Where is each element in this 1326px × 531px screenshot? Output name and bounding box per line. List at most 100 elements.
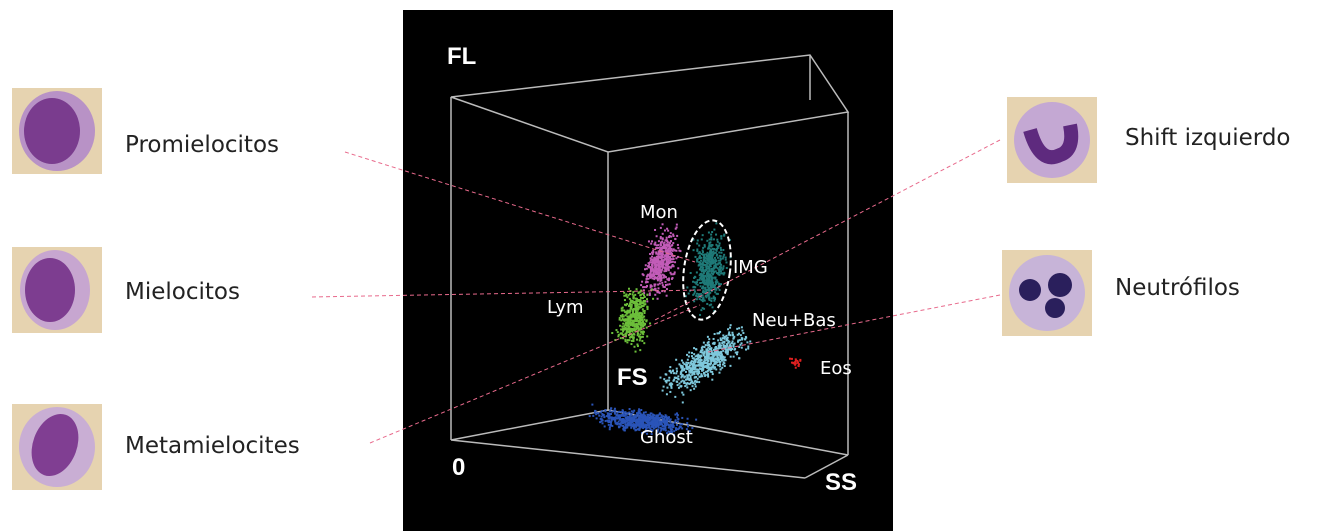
- scatter-dot: [675, 412, 678, 415]
- scatter-dot: [702, 361, 705, 364]
- scatter-dot: [655, 244, 658, 247]
- scatter-dot: [664, 380, 667, 383]
- scatter-dot: [684, 295, 687, 298]
- scatter-dot: [625, 321, 628, 324]
- scatter-dot: [654, 421, 657, 424]
- scatter-dot: [618, 422, 621, 425]
- scatter-dot: [688, 370, 691, 373]
- scatter-dot: [656, 271, 659, 274]
- scatter-dot: [670, 273, 673, 276]
- scatter-dot: [669, 420, 672, 423]
- scatter-dot: [666, 278, 669, 281]
- scatter-dot: [663, 425, 666, 428]
- scatter-dot: [666, 283, 669, 286]
- scatter-dot: [664, 429, 667, 432]
- scatter-dot: [637, 414, 640, 417]
- scatter-dot: [621, 325, 624, 328]
- scatter-dot: [699, 294, 702, 297]
- scatter-dot: [622, 337, 625, 340]
- scatter-dot: [634, 424, 637, 427]
- scatter-dot: [687, 424, 690, 427]
- scatter-dot: [719, 368, 722, 371]
- scatter-dot: [639, 414, 642, 417]
- scatter-dot: [679, 371, 682, 374]
- scatter-dot: [682, 393, 685, 396]
- scatter-dot: [641, 324, 644, 327]
- scatter-dot: [639, 333, 642, 336]
- scatter-dot: [656, 279, 659, 282]
- scatter-dot: [699, 356, 702, 359]
- scatter-dot: [694, 290, 697, 293]
- scatter-dot: [667, 416, 670, 419]
- scatter-dot: [642, 299, 645, 302]
- scatter-dot: [703, 358, 706, 361]
- scatter-dot: [660, 259, 663, 262]
- scatter-dot: [646, 429, 649, 432]
- scatter-dot: [600, 420, 603, 423]
- scatter-dot: [714, 350, 717, 353]
- scatter-dot: [721, 342, 724, 345]
- scatter-dot: [624, 314, 627, 317]
- scatter-dot: [720, 350, 723, 353]
- scatter-dot: [713, 252, 716, 255]
- scatter-dot: [643, 268, 646, 271]
- scatter-dot: [707, 294, 710, 297]
- scatter-dot: [666, 423, 669, 426]
- scatter-dot: [658, 413, 661, 416]
- scatter-dot: [632, 321, 635, 324]
- scatter-dot: [628, 332, 631, 335]
- scatter-dot: [637, 423, 640, 426]
- scatter-dot: [731, 331, 734, 334]
- scatter-dot: [647, 240, 650, 243]
- scatter-dot: [719, 337, 722, 340]
- scatter-dot: [657, 272, 660, 275]
- scatter-dot: [653, 243, 656, 246]
- scatter-dot: [705, 351, 708, 354]
- scatter-dot: [606, 419, 609, 422]
- scatter-dot: [635, 304, 638, 307]
- scatter-dot: [712, 297, 715, 300]
- scatter-dot: [635, 297, 638, 300]
- scatter-dot: [671, 422, 674, 425]
- scatter-dot: [711, 244, 714, 247]
- scatter-dot: [639, 415, 642, 418]
- scatter-dot: [713, 299, 716, 302]
- scatter-dot: [736, 333, 739, 336]
- scatter-dot: [599, 411, 602, 414]
- scatter-dot: [608, 428, 611, 431]
- scatter-dot: [642, 304, 645, 307]
- scatter-dot: [633, 325, 636, 328]
- scatter-dot: [661, 281, 664, 284]
- scatter-dot: [624, 416, 627, 419]
- scatter-dot: [622, 417, 625, 420]
- scatter-dot: [707, 375, 710, 378]
- scatter-dot: [739, 343, 742, 346]
- scatter-dot: [668, 261, 671, 264]
- scatter-dot: [702, 271, 705, 274]
- scatter-dot: [716, 240, 719, 243]
- scatter-dot: [601, 422, 604, 425]
- scatter-dot: [619, 314, 622, 317]
- scatter-dot: [651, 421, 654, 424]
- scatter-dot: [628, 408, 631, 411]
- scatter-dot: [650, 261, 653, 264]
- scatter-dot: [683, 368, 686, 371]
- scatter-dot: [708, 338, 711, 341]
- scatter-dot: [693, 372, 696, 375]
- scatter-dot: [680, 372, 683, 375]
- scatter-dot: [654, 228, 657, 231]
- scatter-dot: [717, 352, 720, 355]
- scatter-dot: [661, 240, 664, 243]
- scatter-dot: [740, 326, 743, 329]
- scatter-dot: [704, 287, 707, 290]
- scatter-dot: [722, 255, 725, 258]
- scatter-dot: [632, 296, 635, 299]
- scatter-dot: [731, 340, 734, 343]
- scatter-dot: [638, 408, 641, 411]
- scatter-dot: [633, 416, 636, 419]
- scatter-dot: [630, 303, 633, 306]
- scatter-dot: [653, 276, 656, 279]
- scatter-dot: [686, 353, 689, 356]
- scatter-dot: [710, 233, 713, 236]
- scatter-dot: [630, 412, 633, 415]
